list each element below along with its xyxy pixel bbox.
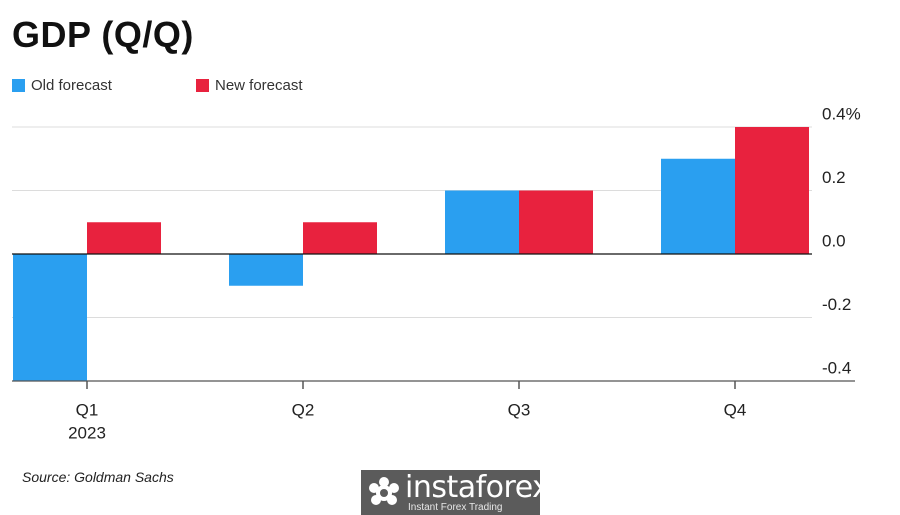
source-note: Source: Goldman Sachs bbox=[22, 469, 174, 485]
legend-label-new: New forecast bbox=[215, 77, 303, 94]
bar-old-forecast bbox=[229, 254, 303, 286]
y-tick-label: -0.2 bbox=[822, 295, 851, 314]
legend-label-old: Old forecast bbox=[31, 77, 112, 94]
legend-swatch-new bbox=[196, 79, 209, 92]
chart-title: GDP (Q/Q) bbox=[12, 14, 194, 55]
x-tick-label: Q4 bbox=[724, 400, 747, 419]
bar-new-forecast bbox=[303, 222, 377, 254]
legend-item-new: New forecast bbox=[196, 77, 303, 94]
bar-new-forecast bbox=[735, 127, 809, 254]
bar-new-forecast bbox=[519, 190, 593, 254]
bar-old-forecast bbox=[445, 190, 519, 254]
x-tick-label: Q1 bbox=[76, 400, 99, 419]
x-tick-sublabel: 2023 bbox=[68, 423, 106, 442]
legend-item-old: Old forecast bbox=[12, 77, 112, 94]
bar-new-forecast bbox=[87, 222, 161, 254]
bar-old-forecast bbox=[661, 158, 735, 254]
watermark-name: instaforex bbox=[405, 470, 540, 505]
watermark-tagline: Instant Forex Trading bbox=[408, 502, 503, 513]
y-tick-label: 0.0 bbox=[822, 231, 846, 250]
y-tick-label: -0.4 bbox=[822, 358, 851, 377]
instaforex-watermark: instaforex Instant Forex Trading bbox=[361, 470, 540, 515]
x-tick-label: Q3 bbox=[508, 400, 531, 419]
gear-flower-icon bbox=[369, 477, 399, 505]
bar-old-forecast bbox=[13, 254, 87, 381]
y-tick-label: 0.2 bbox=[822, 168, 846, 187]
x-tick-label: Q2 bbox=[292, 400, 315, 419]
legend-swatch-old bbox=[12, 79, 25, 92]
y-tick-label: 0.4% bbox=[822, 104, 861, 123]
